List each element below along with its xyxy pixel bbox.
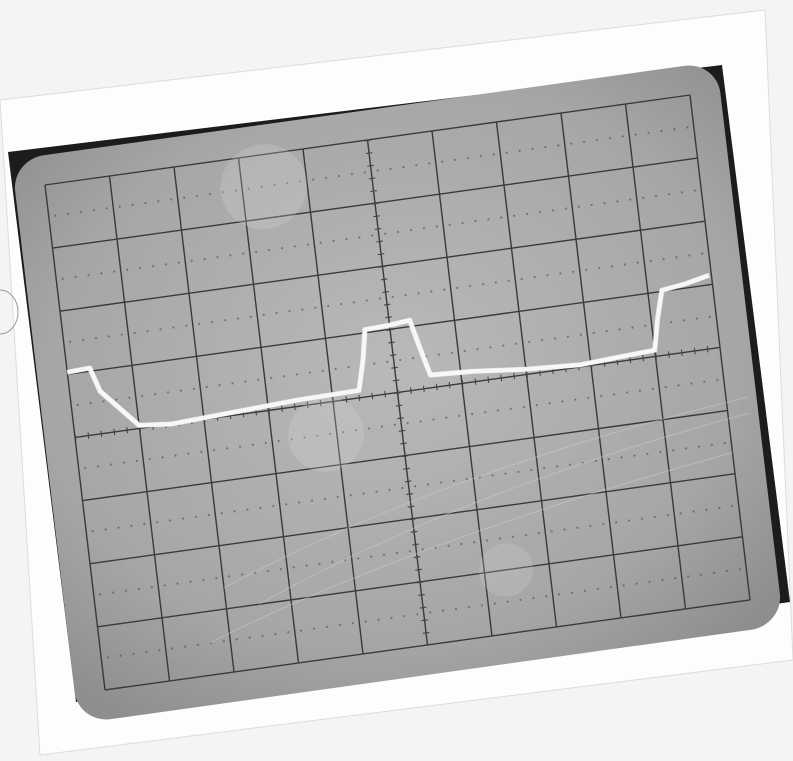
waveform-trace (66, 272, 711, 428)
screen-specks (220, 144, 534, 597)
paper-hole (0, 289, 19, 335)
screen (14, 65, 781, 720)
subdivision-dots (45, 94, 751, 690)
scratches (208, 396, 750, 644)
